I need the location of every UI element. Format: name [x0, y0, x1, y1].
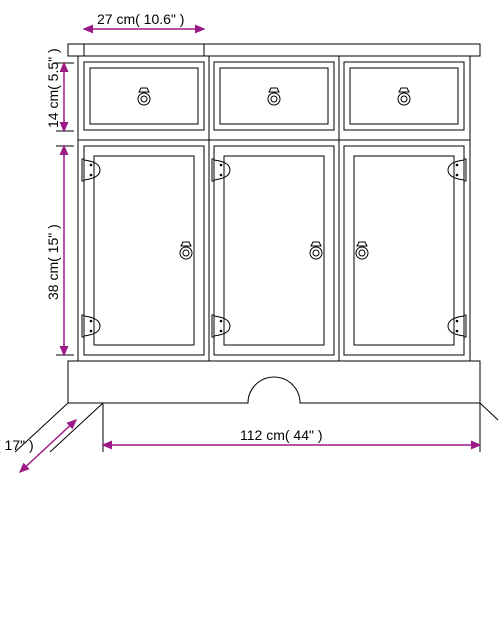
- door-inner: [94, 156, 194, 345]
- dim-label-depth: ( 17" ): [0, 437, 34, 453]
- drawer-pull-icon: [398, 88, 410, 105]
- dim-label-w_drawer: 27 cm( 10.6" ): [97, 11, 184, 27]
- hinge-icon: [82, 315, 100, 337]
- door-pull-icon: [310, 242, 322, 259]
- door-inner: [224, 156, 324, 345]
- drawer-pull-icon: [268, 88, 280, 105]
- door-pull-icon: [180, 242, 192, 259]
- cabinet-top: [68, 44, 480, 56]
- hinge-icon: [212, 159, 230, 181]
- depth-edge: [480, 403, 498, 420]
- hinge-icon: [212, 315, 230, 337]
- dim-label-bottom_w: 112 cm( 44" ): [240, 427, 323, 443]
- hinge-icon: [448, 159, 466, 181]
- door-pull-icon: [356, 242, 368, 259]
- dim-label-h_drawer: 14 cm( 5.5" ): [45, 48, 61, 128]
- depth-edge: [50, 403, 103, 452]
- dim-label-h_door: 38 cm( 15" ): [45, 224, 61, 300]
- hinge-icon: [448, 315, 466, 337]
- door-inner: [354, 156, 454, 345]
- drawer-pull-icon: [138, 88, 150, 105]
- hinge-icon: [82, 159, 100, 181]
- plinth: [68, 361, 480, 403]
